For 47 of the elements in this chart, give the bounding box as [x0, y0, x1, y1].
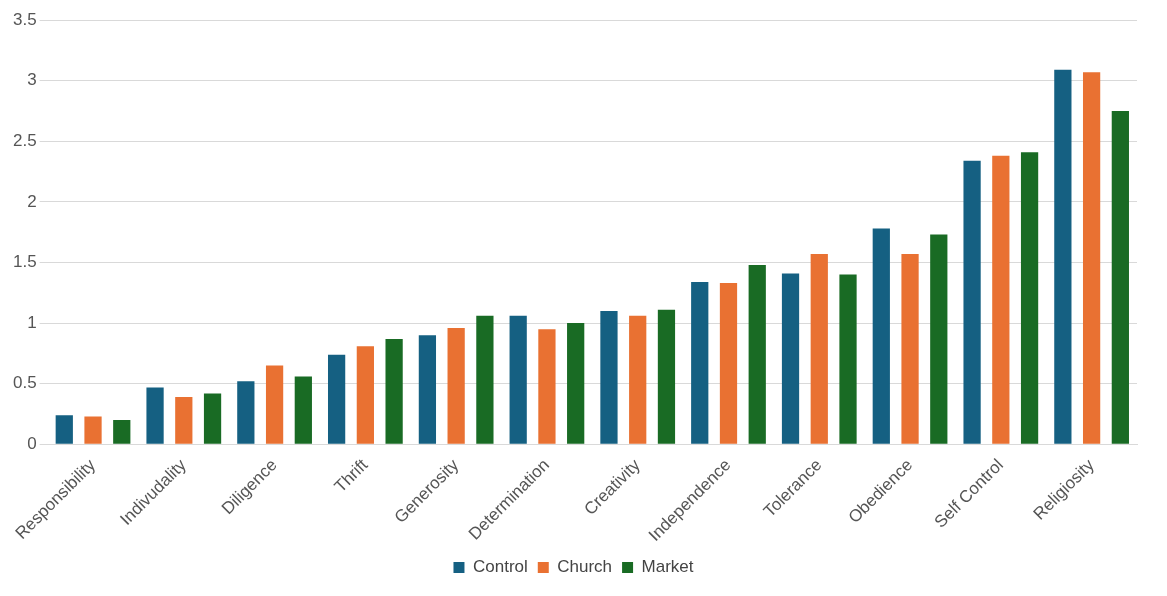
bar [294, 376, 312, 444]
bar [476, 315, 494, 444]
bar [748, 264, 766, 444]
bar [810, 254, 828, 444]
y-tick-label: 2 [27, 191, 37, 211]
bar [691, 281, 709, 444]
legend-label: Church [557, 557, 613, 577]
y-tick-label: 0.5 [12, 373, 37, 393]
bar [992, 155, 1010, 444]
bar [385, 338, 403, 444]
bar [418, 335, 437, 444]
bar [447, 327, 465, 444]
y-tick-label: 3 [27, 70, 37, 90]
y-tick-label: 1.5 [12, 252, 37, 272]
bar [930, 234, 948, 444]
bar [509, 315, 527, 444]
bar [657, 309, 676, 444]
bar [1111, 110, 1129, 444]
bar [1054, 69, 1072, 444]
bar [327, 354, 346, 444]
bar [203, 393, 222, 444]
bar [567, 323, 585, 444]
bar [265, 365, 284, 444]
bar [629, 315, 647, 444]
y-tick-label: 1 [27, 312, 37, 332]
bar [719, 283, 738, 444]
bar [175, 397, 193, 444]
bar [55, 415, 73, 444]
bar [839, 274, 857, 444]
bar [1082, 72, 1101, 444]
bar [84, 416, 102, 444]
bar [113, 420, 131, 444]
legend-label: Market [641, 557, 694, 577]
bar [146, 387, 164, 444]
legend-label: Control [472, 557, 528, 577]
y-tick-label: 2.5 [12, 130, 37, 150]
bar [963, 160, 981, 444]
bar [538, 329, 556, 444]
y-tick-label: 3.5 [12, 9, 37, 29]
bar [901, 254, 919, 444]
bar [356, 346, 374, 444]
bar [600, 311, 618, 444]
y-tick-label: 0 [27, 434, 37, 454]
bar [872, 228, 890, 444]
bar [1020, 152, 1039, 444]
bar [237, 381, 255, 444]
bar [781, 273, 800, 444]
